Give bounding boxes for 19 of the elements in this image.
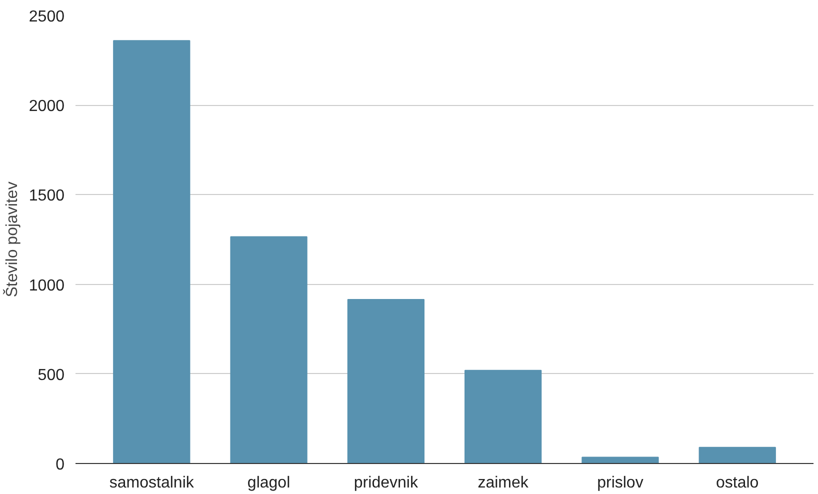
x-tick-label: pridevnik: [354, 474, 419, 492]
y-tick-label: 0: [56, 456, 65, 474]
bar: [347, 299, 424, 464]
bar: [698, 446, 776, 464]
x-tick-label: samostalnik: [109, 474, 195, 492]
y-tick-label: 2500: [28, 8, 65, 26]
y-axis-title: Število pojavitev: [2, 182, 21, 298]
y-tick-label: 2000: [28, 98, 65, 116]
y-tick-label: 1500: [28, 188, 65, 205]
x-tick-label: ostalo: [716, 474, 759, 492]
x-tick-label: glagol: [247, 474, 290, 492]
y-tick-label: 500: [38, 366, 65, 384]
bar: [582, 456, 659, 464]
bar: [113, 40, 190, 464]
bar: [464, 370, 542, 464]
bar: [230, 236, 308, 464]
x-tick-label: prislov: [597, 474, 644, 492]
y-tick-label: 1000: [28, 277, 65, 294]
x-tick-label: zaimek: [478, 474, 530, 492]
